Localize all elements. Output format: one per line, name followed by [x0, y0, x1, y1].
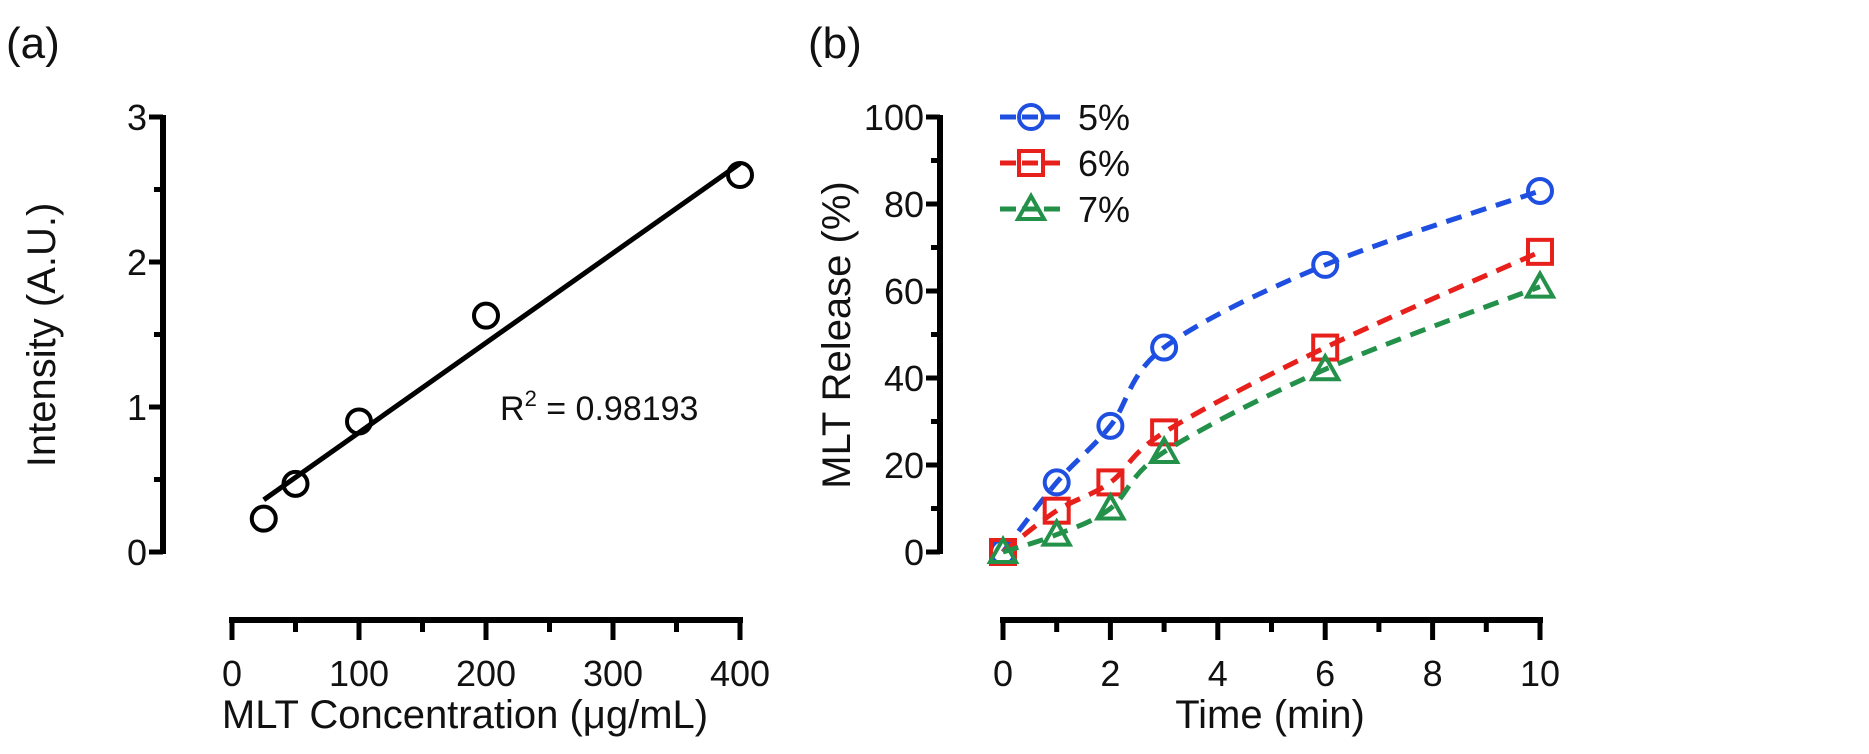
- r-superscript: 2: [525, 386, 537, 411]
- series-7%-point: [1093, 491, 1127, 521]
- series-6%-point: [1150, 418, 1179, 447]
- panel-a-x-tick-label: 200: [456, 653, 516, 694]
- series-7%-point: [1523, 269, 1557, 299]
- panel-b-y-tick-label: 40: [884, 358, 924, 399]
- series-6%-point: [1526, 237, 1554, 266]
- panel-b-x-tick-label: 10: [1520, 653, 1560, 694]
- legend-label: 7%: [1078, 189, 1130, 230]
- panel-b-x-tick-label: 0: [993, 653, 1013, 694]
- panel-a-y-tick-label: 3: [127, 97, 147, 138]
- legend-label: 5%: [1078, 97, 1130, 138]
- panel-a-y-tick-label: 0: [127, 532, 147, 573]
- panel-b-y-tick-label: 80: [884, 184, 924, 225]
- r-value: = 0.98193: [537, 390, 699, 428]
- panel-a-xlabel: MLT Concentration (μg/mL): [222, 693, 708, 737]
- series-7%-point: [1308, 352, 1342, 382]
- legend-label: 6%: [1078, 143, 1130, 184]
- panel-b-y-tick-label: 0: [904, 532, 924, 573]
- r-symbol: R: [500, 390, 525, 428]
- data-point: [249, 504, 278, 533]
- series-5%-point: [1311, 250, 1340, 279]
- panel-a-y-tick-label: 1: [127, 387, 147, 428]
- series-7%-line: [1002, 284, 1541, 555]
- fit-line: [262, 161, 742, 502]
- series-7%-point: [1040, 517, 1074, 547]
- panel-a-y-tick-label: 2: [127, 242, 147, 283]
- legend-marker: [1017, 149, 1045, 177]
- series-7%-point: [1147, 434, 1181, 464]
- panel-a-x-tick-label: 0: [222, 653, 242, 694]
- panel-b-x-tick-label: 8: [1423, 653, 1443, 694]
- panel-b-x-tick-label: 6: [1315, 653, 1335, 694]
- panel-b-x-tick-label: 2: [1100, 653, 1120, 694]
- r-squared-annotation: R2 = 0.98193: [500, 386, 698, 428]
- legend-marker: [1014, 191, 1048, 221]
- data-point: [472, 301, 500, 330]
- panel-b-y-tick-label: 100: [864, 97, 924, 138]
- series-5%-point: [1042, 468, 1071, 497]
- panel-a-ylabel: Intensity (A.U.): [20, 203, 64, 468]
- panel-a-x-tick-label: 100: [329, 653, 389, 694]
- panel-b-x-tick-label: 4: [1208, 653, 1228, 694]
- series-5%-line: [1001, 188, 1541, 554]
- series-5%-point: [1096, 411, 1125, 440]
- data-point: [345, 407, 373, 436]
- series-5%-point: [1150, 333, 1179, 362]
- series-5%-point: [1526, 176, 1554, 205]
- series-6%-line: [1001, 249, 1542, 554]
- panel-b-label: (b): [808, 19, 862, 68]
- panel-b-y-tick-label: 20: [884, 445, 924, 486]
- panel-b-xlabel: Time (min): [1175, 693, 1365, 737]
- legend-marker: [1017, 103, 1045, 131]
- panel-b-y-tick-label: 60: [884, 271, 924, 312]
- data-point: [726, 161, 754, 189]
- data-point: [281, 469, 310, 498]
- panel-a-label: (a): [6, 19, 60, 68]
- panel-a-x-tick-label: 400: [710, 653, 770, 694]
- panel-b-ylabel: MLT Release (%): [815, 181, 859, 489]
- panel-a-x-tick-label: 300: [583, 653, 643, 694]
- series-7%-point: [986, 534, 1020, 564]
